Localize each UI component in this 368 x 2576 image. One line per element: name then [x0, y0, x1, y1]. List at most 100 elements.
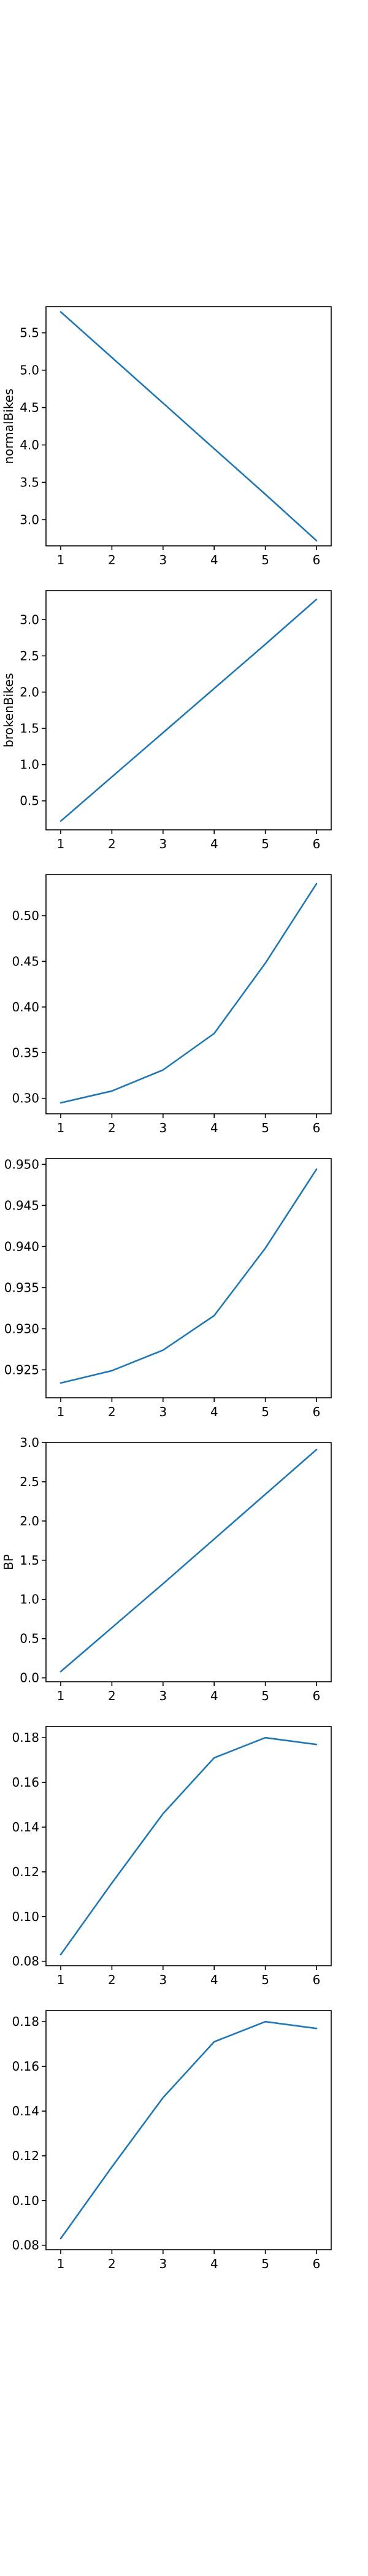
- x-tick-label: 6: [313, 1972, 321, 1987]
- y-tick-label: 1.5: [20, 721, 39, 736]
- x-tick-label: 3: [159, 553, 167, 567]
- axes-frame: [45, 590, 332, 830]
- y-tick-label: 0.16: [12, 1775, 39, 1790]
- x-tick-label: 5: [261, 1689, 269, 1703]
- x-tick-label: 5: [261, 1972, 269, 1987]
- x-tick-label: 2: [108, 1121, 116, 1135]
- y-tick-label: 0.40: [12, 1000, 39, 1014]
- x-tick-label: 6: [313, 1689, 321, 1703]
- chart-5: 1 2 3 4 5 6 0.0 0.5 1.0 1.5 2.0 2.5 3.0 BP: [1, 1435, 332, 1703]
- y-axis-label: brokenBikes: [1, 673, 16, 747]
- y-axis-label: BP: [1, 1554, 16, 1570]
- x-tick-label: 6: [313, 837, 321, 851]
- y-tick-label: 0.18: [12, 1730, 39, 1745]
- y-tick-label: 0.18: [12, 2014, 39, 2029]
- x-tick-label: 1: [57, 1405, 65, 1419]
- x-tick-label: 1: [57, 1689, 65, 1703]
- x-tick-label: 5: [261, 1405, 269, 1419]
- x-tick-label: 1: [57, 553, 65, 567]
- y-tick-label: 1.0: [20, 1592, 39, 1607]
- y-tick-label: 2.5: [20, 648, 39, 663]
- y-tick-label: 2.0: [20, 684, 39, 699]
- axes-frame: [45, 1726, 332, 1966]
- x-tick-label: 6: [313, 2256, 321, 2271]
- x-tick-label: 2: [108, 2256, 116, 2271]
- x-tick-label: 3: [159, 1689, 167, 1703]
- y-tick-label: 5.0: [20, 363, 39, 378]
- axes-frame: [45, 1442, 332, 1682]
- axes-frame: [45, 2010, 332, 2250]
- y-tick-label: 0.50: [12, 908, 39, 923]
- y-tick-label: 0.10: [12, 1909, 39, 1924]
- x-tick-label: 2: [108, 1405, 116, 1419]
- series-line-1: [59, 883, 318, 1104]
- x-tick-label: 5: [261, 837, 269, 851]
- x-tick-label: 4: [210, 1121, 218, 1135]
- series-line-1: [59, 598, 318, 822]
- chart-4: 1 2 3 4 5 6 0.925 0.930 0.935 0.940 0.945 0.950: [4, 1157, 332, 1419]
- axes-frame: [45, 1158, 332, 1398]
- y-tick-label: 0.12: [12, 2149, 39, 2163]
- series-line-1: [59, 2020, 318, 2240]
- y-tick-label: 0.925: [4, 1362, 39, 1377]
- x-tick-label: 6: [313, 553, 321, 567]
- y-tick-label: 0.940: [4, 1239, 39, 1254]
- chart-1: 1 2 3 4 5 6 3.0 3.5 4.0 4.5 5.0 5.5 normalBikes: [1, 306, 332, 567]
- y-tick-label: 3.0: [20, 512, 39, 527]
- x-tick-label: 6: [313, 1405, 321, 1419]
- y-tick-label: 5.5: [20, 326, 39, 340]
- y-tick-label: 0.45: [12, 954, 39, 968]
- y-tick-label: 4.0: [20, 437, 39, 452]
- y-tick-label: 2.5: [20, 1474, 39, 1489]
- x-tick-label: 3: [159, 1121, 167, 1135]
- y-tick-label: 0.30: [12, 1091, 39, 1106]
- y-tick-label: 3.0: [20, 1435, 39, 1450]
- x-tick-label: 2: [108, 553, 116, 567]
- x-tick-label: 4: [210, 553, 218, 567]
- y-tick-label: 4.5: [20, 401, 39, 415]
- x-tick-label: 3: [159, 1972, 167, 1987]
- x-tick-label: 4: [210, 1689, 218, 1703]
- y-tick-label: 0.10: [12, 2193, 39, 2208]
- y-tick-label: 0.08: [12, 2238, 39, 2253]
- chart-7: 1 2 3 4 5 6 0.08 0.10 0.12 0.14 0.16 0.18: [12, 2010, 332, 2271]
- x-tick-label: 1: [57, 1972, 65, 1987]
- y-tick-label: 0.08: [12, 1954, 39, 1969]
- series-line-1: [59, 1168, 318, 1384]
- y-tick-label: 3.0: [20, 612, 39, 627]
- y-tick-label: 3.5: [20, 475, 39, 489]
- x-tick-label: 4: [210, 837, 218, 851]
- x-tick-label: 6: [313, 1121, 321, 1135]
- y-tick-label: 0.12: [12, 1865, 39, 1879]
- x-tick-label: 5: [261, 1121, 269, 1135]
- chart-6: 1 2 3 4 5 6 0.08 0.10 0.12 0.14 0.16 0.18: [12, 1726, 332, 1987]
- x-tick-label: 1: [57, 837, 65, 851]
- chart-3: 1 2 3 4 5 6 0.30 0.35 0.40 0.45 0.50: [12, 874, 332, 1135]
- x-tick-label: 2: [108, 1689, 116, 1703]
- y-tick-label: 0.5: [20, 794, 39, 808]
- y-tick-label: 0.0: [20, 1671, 39, 1685]
- x-tick-label: 1: [57, 1121, 65, 1135]
- x-tick-label: 4: [210, 2256, 218, 2271]
- y-tick-label: 0.945: [4, 1198, 39, 1213]
- x-tick-label: 1: [57, 2256, 65, 2271]
- y-tick-label: 0.935: [4, 1280, 39, 1295]
- y-tick-label: 0.35: [12, 1045, 39, 1060]
- x-tick-label: 3: [159, 1405, 167, 1419]
- series-line-1: [59, 1736, 318, 1956]
- axes-frame: [45, 874, 332, 1114]
- y-tick-label: 0.16: [12, 2059, 39, 2074]
- x-tick-label: 2: [108, 1972, 116, 1987]
- y-tick-label: 0.14: [12, 1820, 39, 1834]
- x-tick-label: 4: [210, 1972, 218, 1987]
- chart-2: 1 2 3 4 5 6 0.5 1.0 1.5 2.0 2.5 3.0 brokenBikes: [1, 590, 332, 851]
- y-tick-label: 0.5: [20, 1631, 39, 1646]
- series-line-1: [59, 1449, 318, 1673]
- x-tick-label: 5: [261, 553, 269, 567]
- y-tick-label: 1.5: [20, 1553, 39, 1568]
- y-tick-label: 1.0: [20, 757, 39, 772]
- y-tick-label: 0.930: [4, 1321, 39, 1336]
- x-tick-label: 4: [210, 1405, 218, 1419]
- x-tick-label: 3: [159, 2256, 167, 2271]
